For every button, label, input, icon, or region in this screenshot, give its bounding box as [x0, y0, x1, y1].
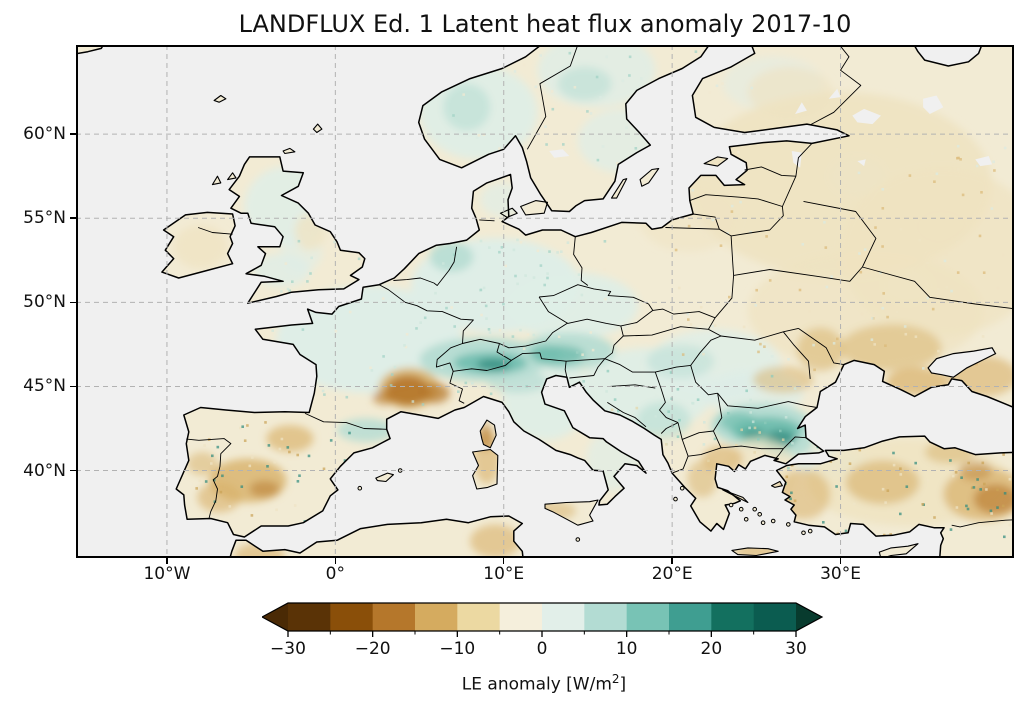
colorbar-segment — [669, 603, 712, 631]
x-tickmark — [839, 558, 842, 564]
colorbar-segment — [711, 603, 755, 631]
x-tickmark — [334, 558, 337, 564]
colorbar: −30 −20 −10 0 10 20 30 — [262, 602, 824, 659]
colorbar-segment — [542, 603, 585, 631]
y-tickmark — [70, 469, 76, 472]
anomaly-patch-aqua — [486, 369, 548, 394]
anomaly-patch-brown — [958, 460, 993, 481]
y-tick-label: 45°N — [23, 376, 66, 397]
colorbar-segment — [753, 603, 797, 631]
lakes — [549, 88, 997, 378]
anomaly-patch-aqua — [443, 83, 491, 131]
colorbar-tick-label: 30 — [785, 639, 807, 659]
small-island — [801, 530, 806, 536]
colorbar-tick-label: −10 — [439, 639, 475, 659]
sea-of-azov — [927, 347, 997, 378]
small-island — [757, 512, 763, 517]
colorbar-label: LE anomaly [W/m2] — [262, 672, 826, 695]
map-plot-area — [76, 45, 1014, 558]
small-island — [357, 485, 363, 491]
x-tick-label: 0° — [325, 564, 345, 584]
small-island — [575, 537, 581, 542]
colorbar-segment — [372, 603, 416, 631]
anomaly-patch-aqua — [429, 241, 474, 272]
graticule — [76, 45, 1014, 558]
colorbar-segment — [330, 603, 374, 631]
small-island — [738, 506, 744, 512]
colorbar-tick-label: 20 — [701, 639, 723, 659]
small-island — [752, 506, 758, 512]
colorbar-segment — [584, 603, 628, 631]
anomaly-patch-tan — [687, 460, 718, 498]
anomaly-patch-teal_dark — [476, 358, 511, 371]
anomaly-patch-tan — [753, 366, 814, 394]
y-tickmark — [70, 301, 76, 304]
anomaly-patch-tan — [845, 460, 920, 505]
colorbar-segment — [457, 603, 501, 631]
y-tick-label: 50°N — [23, 292, 66, 313]
anomaly-patch-aqua — [337, 418, 395, 443]
anomaly-patch-brown — [249, 480, 280, 498]
colorbar-under-arrow — [262, 603, 288, 631]
colorbar-label-text: LE anomaly [W/m — [461, 674, 612, 695]
colorbar-label-sup: 2 — [611, 672, 620, 686]
colorbar-over-arrow — [796, 603, 822, 631]
y-tickmark — [70, 385, 76, 388]
plot-title: LANDFLUX Ed. 1 Latent heat flux anomaly … — [238, 10, 852, 38]
anomaly-patch-brown — [419, 383, 450, 404]
small-island — [743, 517, 749, 522]
anomaly-patch-tan — [266, 425, 314, 453]
anomaly-patch-aqua — [557, 66, 612, 101]
colorbar-tick-label: −20 — [355, 639, 391, 659]
x-tick-label: 10°E — [483, 564, 525, 584]
anomaly-patch-tan — [187, 452, 218, 476]
x-tick-label: 10°W — [143, 564, 191, 584]
colorbar-tick-label: −30 — [270, 639, 306, 659]
x-tick-label: 20°E — [651, 564, 693, 584]
anomaly-patch-teal — [529, 344, 563, 362]
anomaly-patch-teal — [719, 411, 757, 432]
y-tick-label: 40°N — [23, 460, 66, 481]
anomaly-patch-tan — [197, 482, 241, 513]
map-canvas — [76, 45, 1014, 558]
y-tick-label: 55°N — [23, 208, 66, 229]
anomaly-patch-tan — [470, 524, 521, 558]
anomaly-patch-tan — [796, 327, 844, 372]
anomaly-patch-aqua — [636, 401, 691, 439]
anomaly-patch-teal_dark — [741, 428, 765, 439]
colorbar-tick-label: 10 — [616, 639, 638, 659]
anomaly-patch-aqua — [646, 344, 715, 379]
small-island — [770, 518, 776, 524]
coastlines — [76, 45, 1014, 558]
x-tickmark — [166, 558, 168, 564]
colorbar-tick-label: 0 — [537, 639, 548, 659]
x-tickmark — [671, 558, 673, 564]
anomaly-patch-brown — [973, 484, 1014, 515]
colorbar-segment — [499, 603, 543, 631]
colorbar-label-suffix: ] — [619, 674, 627, 695]
colorbar-segments — [288, 603, 797, 631]
colorbar-segment — [415, 603, 458, 631]
map-frame — [76, 45, 1014, 558]
anomaly-patch-cream — [173, 224, 228, 269]
anomaly-patch-cream — [747, 66, 833, 118]
small-island — [728, 502, 734, 508]
country-borders — [186, 45, 1014, 528]
colorbar-segment — [288, 603, 331, 631]
small-island — [679, 485, 685, 491]
small-island — [786, 522, 791, 527]
anomaly-patch-brown — [372, 389, 397, 405]
small-island — [673, 496, 678, 502]
y-tick-label: 60°N — [23, 124, 66, 145]
x-tickmark — [502, 558, 505, 564]
anomaly-patch-mint — [503, 272, 639, 340]
small-island — [807, 528, 813, 534]
anomaly-patch-brown — [385, 375, 430, 406]
colorbar-segment — [626, 603, 670, 631]
x-tick-label: 30°E — [820, 564, 861, 584]
y-tickmark — [70, 133, 76, 135]
small-island — [760, 520, 766, 526]
y-tickmark — [70, 217, 76, 219]
